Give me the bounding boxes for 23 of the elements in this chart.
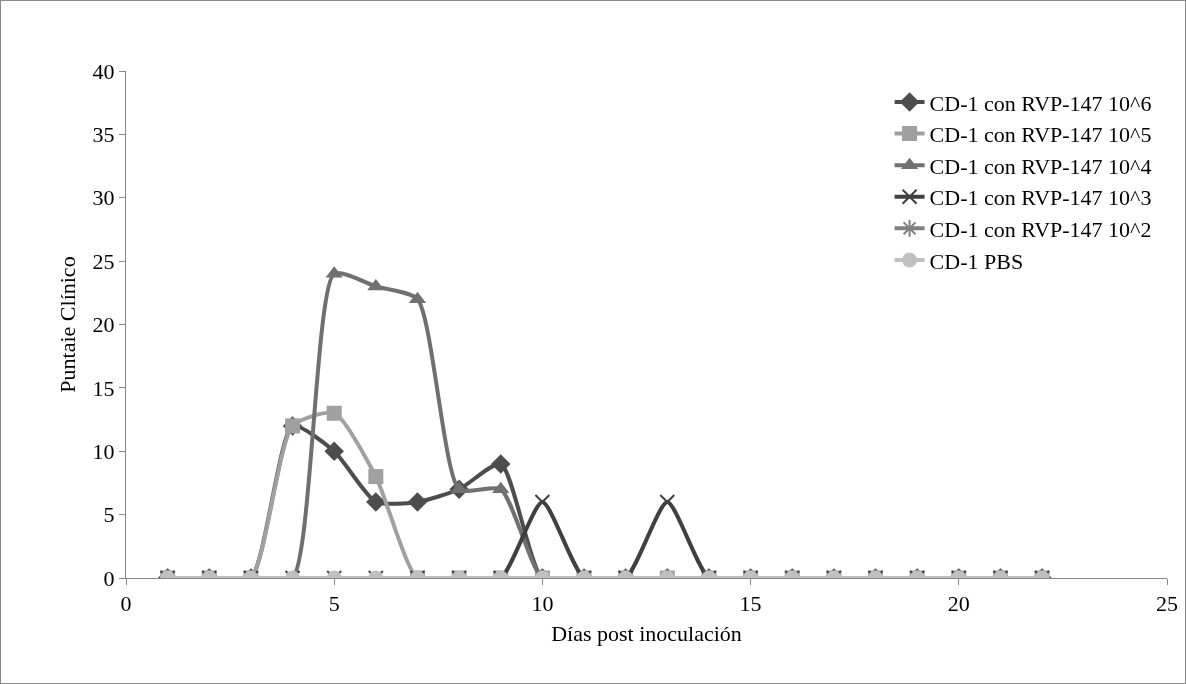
y-tick-label: 0 (103, 565, 115, 591)
y-tick-label: 10 (92, 438, 115, 464)
legend-label: CD-1 con RVP-147 10^4 (929, 153, 1152, 179)
x-tick-label: 10 (531, 591, 554, 617)
y-tick-label: 15 (92, 375, 115, 401)
legend-label: CD-1 con RVP-147 10^5 (929, 122, 1152, 148)
y-tick-label: 5 (103, 502, 115, 528)
y-tick-label: 35 (92, 122, 115, 148)
y-axis-title: Puntaie Clínico (55, 256, 81, 393)
legend-label: CD-1 con RVP-147 10^3 (929, 185, 1152, 211)
x-tick-label: 0 (120, 591, 132, 617)
x-tick-label: 15 (739, 591, 762, 617)
legend-label: CD-1 PBS (929, 248, 1024, 274)
y-tick-label: 30 (92, 185, 115, 211)
x-tick-label: 20 (947, 591, 970, 617)
legend-label: CD-1 con RVP-147 10^2 (929, 216, 1152, 242)
x-tick-label: 5 (328, 591, 340, 617)
y-tick-label: 20 (92, 312, 115, 338)
x-axis-title: Días post inoculación (551, 621, 742, 647)
y-tick-label: 25 (92, 248, 115, 274)
legend-label: CD-1 con RVP-147 10^6 (929, 90, 1152, 116)
x-tick-label: 25 (1156, 591, 1178, 617)
y-tick-label: 40 (92, 58, 115, 84)
